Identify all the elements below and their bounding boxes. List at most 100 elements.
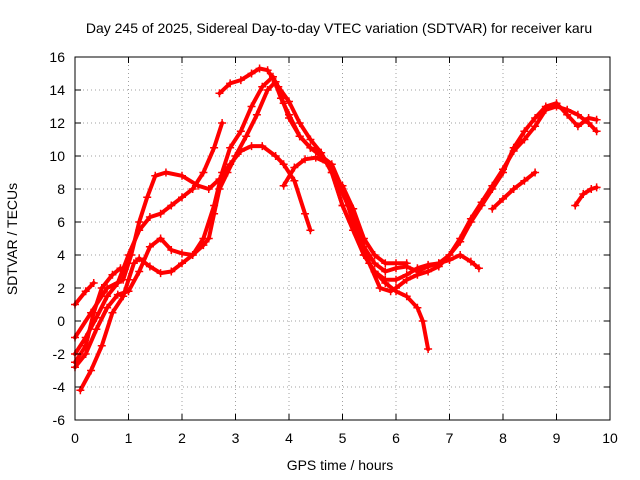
data-point: [573, 122, 582, 131]
data-point: [392, 284, 400, 292]
data-point: [365, 259, 374, 268]
data-point: [167, 201, 176, 210]
data-point: [520, 135, 529, 144]
data-point: [290, 176, 299, 185]
series-track-h: [279, 102, 601, 296]
data-point: [301, 209, 310, 218]
data-point: [129, 259, 138, 268]
data-point: [76, 386, 85, 395]
data-point: [199, 241, 208, 250]
data-point: [97, 341, 106, 350]
y-tick-label: -6: [53, 412, 66, 428]
data-point: [135, 218, 144, 226]
data-point: [81, 287, 90, 296]
data-point: [317, 148, 326, 157]
data-point: [488, 181, 497, 190]
data-point: [541, 105, 550, 114]
chart-title: Day 245 of 2025, Sidereal Day-to-day VTE…: [86, 20, 592, 36]
data-point: [301, 155, 310, 164]
data-point: [445, 251, 454, 259]
y-tick-label: 12: [49, 115, 65, 131]
data-point: [306, 143, 315, 152]
data-point: [386, 287, 395, 296]
axis-ticks: [74, 56, 611, 421]
data-point: [161, 168, 170, 177]
data-point: [466, 214, 475, 223]
data-point: [92, 325, 101, 334]
data-point: [592, 183, 601, 192]
data-point: [89, 279, 98, 288]
data-point: [167, 267, 176, 276]
data-point: [103, 303, 112, 312]
data-point: [87, 366, 96, 375]
data-point: [271, 152, 280, 160]
data-point: [226, 143, 235, 152]
data-point: [306, 226, 315, 235]
data-point: [381, 279, 390, 288]
data-point: [81, 350, 90, 358]
data-point: [531, 122, 540, 131]
data-point: [381, 259, 390, 268]
data-point: [579, 189, 588, 198]
y-tick-label: 14: [49, 82, 65, 98]
data-point: [584, 119, 593, 127]
data-point: [274, 82, 283, 91]
y-tick-label: 8: [57, 181, 65, 197]
x-tick-label: 7: [446, 430, 454, 446]
x-tick-label: 5: [339, 430, 347, 446]
data-point: [81, 333, 90, 342]
data-point: [402, 292, 411, 301]
data-point: [113, 279, 122, 288]
data-point: [285, 97, 293, 106]
data-point: [563, 105, 572, 114]
data-point: [135, 226, 144, 235]
x-tick-label: 6: [392, 430, 400, 446]
data-point: [520, 127, 529, 136]
data-point: [370, 251, 379, 259]
y-tick-label: 10: [49, 148, 65, 164]
data-point: [456, 234, 465, 243]
y-tick-labels: -6 -4 -2 0 2 4 6 8 10 12 14 16: [49, 49, 65, 428]
data-point: [210, 209, 219, 218]
data-point: [145, 262, 154, 271]
data-point: [89, 308, 98, 317]
data-point: [223, 168, 232, 177]
data-point: [108, 308, 117, 317]
data-point: [488, 204, 497, 213]
x-tick-label: 8: [499, 430, 507, 446]
y-tick-label: -2: [53, 346, 66, 362]
y-axis-label: SDTVAR / TECUs: [4, 183, 20, 295]
data-point: [279, 160, 288, 169]
data-point: [178, 249, 186, 258]
data-point: [124, 275, 133, 284]
data-point: [178, 193, 186, 202]
y-tick-label: 6: [57, 214, 65, 230]
data-point: [135, 267, 144, 276]
x-tick-label: 1: [125, 430, 133, 446]
data-point: [456, 251, 465, 259]
data-point: [226, 79, 235, 88]
data-point: [103, 292, 112, 301]
data-point: [151, 171, 160, 180]
data-point: [375, 284, 384, 292]
data-point: [204, 234, 213, 243]
data-point: [587, 185, 596, 193]
data-point: [263, 86, 272, 94]
data-point: [434, 262, 443, 271]
data-point: [258, 142, 267, 151]
data-point: [143, 193, 152, 202]
data-point: [113, 290, 122, 299]
data-point: [571, 201, 580, 210]
data-point: [156, 234, 165, 243]
x-tick-label: 10: [602, 430, 618, 446]
data-point: [124, 251, 133, 259]
data-point: [258, 82, 267, 91]
data-point: [108, 270, 117, 279]
x-tick-label: 2: [178, 430, 186, 446]
data-point: [242, 132, 251, 141]
data-point: [204, 185, 213, 193]
data-point: [285, 114, 293, 123]
data-point: [255, 64, 264, 73]
data-point: [520, 176, 529, 185]
